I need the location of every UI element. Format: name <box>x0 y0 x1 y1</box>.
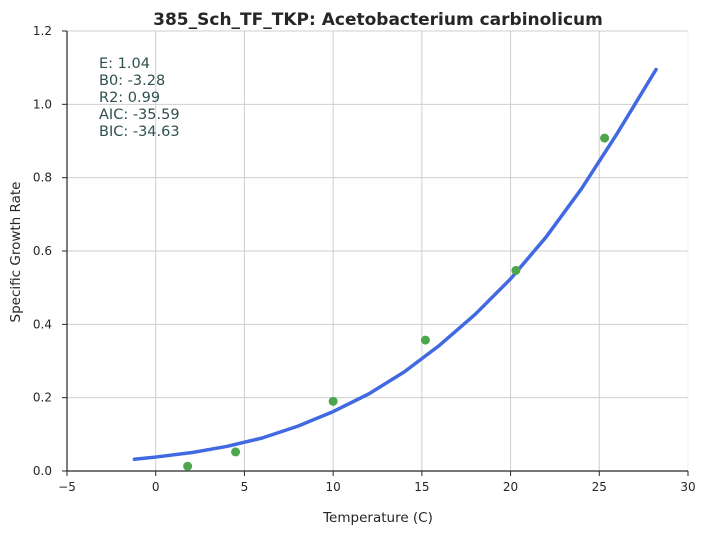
annotation-bic: BIC: -34.63 <box>99 124 180 140</box>
data-point <box>231 447 241 457</box>
axes <box>62 30 689 476</box>
data-points <box>183 133 610 471</box>
y-tick-label: 0.0 <box>33 464 52 478</box>
y-axis-label: Specific Growth Rate <box>8 182 24 323</box>
x-tick-label: −5 <box>58 480 76 494</box>
annotation-aic: AIC: -35.59 <box>99 107 180 123</box>
x-tick-label: 30 <box>680 480 695 494</box>
fit-statistics: E: 1.04 B0: -3.28 R2: 0.99 AIC: -35.59 B… <box>99 56 180 140</box>
annotation-r2: R2: 0.99 <box>99 90 160 106</box>
x-tick-label: 15 <box>414 480 429 494</box>
y-tick-label: 1.2 <box>33 24 52 38</box>
data-point <box>600 133 610 143</box>
data-point <box>511 265 521 275</box>
data-point <box>420 335 430 345</box>
data-point <box>183 461 193 471</box>
tick-labels: −5 0 5 10 15 20 25 30 0.0 0.2 0.4 0.6 0.8 1.0 1.2 <box>33 24 696 494</box>
x-tick-label: 25 <box>592 480 607 494</box>
x-tick-label: 5 <box>241 480 249 494</box>
x-tick-label: 0 <box>152 480 160 494</box>
y-tick-label: 0.2 <box>33 391 52 405</box>
fit-curve <box>132 67 658 462</box>
y-tick-label: 0.8 <box>33 171 52 185</box>
y-tick-label: 0.6 <box>33 244 52 258</box>
annotation-b0: B0: -3.28 <box>99 73 165 89</box>
y-tick-label: 0.4 <box>33 317 52 331</box>
x-axis-label: Temperature (C) <box>322 510 433 526</box>
annotation-e: E: 1.04 <box>99 56 150 72</box>
x-tick-label: 10 <box>326 480 341 494</box>
fit-curve-layer <box>132 67 658 462</box>
data-point <box>328 396 338 406</box>
x-tick-label: 20 <box>503 480 518 494</box>
y-tick-label: 1.0 <box>33 97 52 111</box>
chart-title: 385_Sch_TF_TKP: Acetobacterium carbinoli… <box>153 10 603 30</box>
grid-lines <box>67 30 689 471</box>
